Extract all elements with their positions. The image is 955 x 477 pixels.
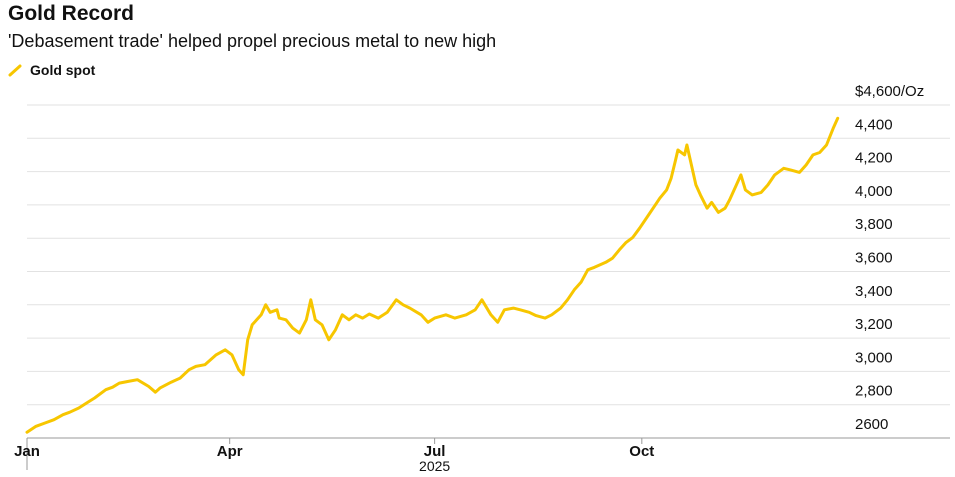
chart-title: Gold Record	[8, 2, 134, 25]
x-tick-label: Apr	[217, 443, 243, 460]
y-tick-label: 4,200	[855, 150, 893, 167]
y-tick-label: 3,200	[855, 316, 893, 333]
y-tick-label: 3,800	[855, 216, 893, 233]
x-tick-label: Oct	[629, 443, 654, 460]
x-tick-label: Jan	[14, 443, 40, 460]
y-tick-label: 3,000	[855, 349, 893, 366]
series-line	[25, 116, 840, 434]
legend-swatch	[8, 64, 22, 77]
y-tick-label: 2600	[855, 416, 888, 433]
y-tick-label: 3,600	[855, 250, 893, 267]
y-tick-label: 4,400	[855, 116, 893, 133]
chart-subtitle: 'Debasement trade' helped propel preciou…	[8, 31, 496, 51]
legend-label: Gold spot	[30, 62, 96, 78]
y-tick-label: 3,400	[855, 283, 893, 300]
x-axis-label: 2025	[419, 458, 450, 472]
y-tick-label: $4,600/Oz	[855, 83, 924, 100]
x-tick-label: Jul	[424, 443, 446, 460]
y-tick-label: 2,800	[855, 383, 893, 400]
y-tick-label: 4,000	[855, 183, 893, 200]
